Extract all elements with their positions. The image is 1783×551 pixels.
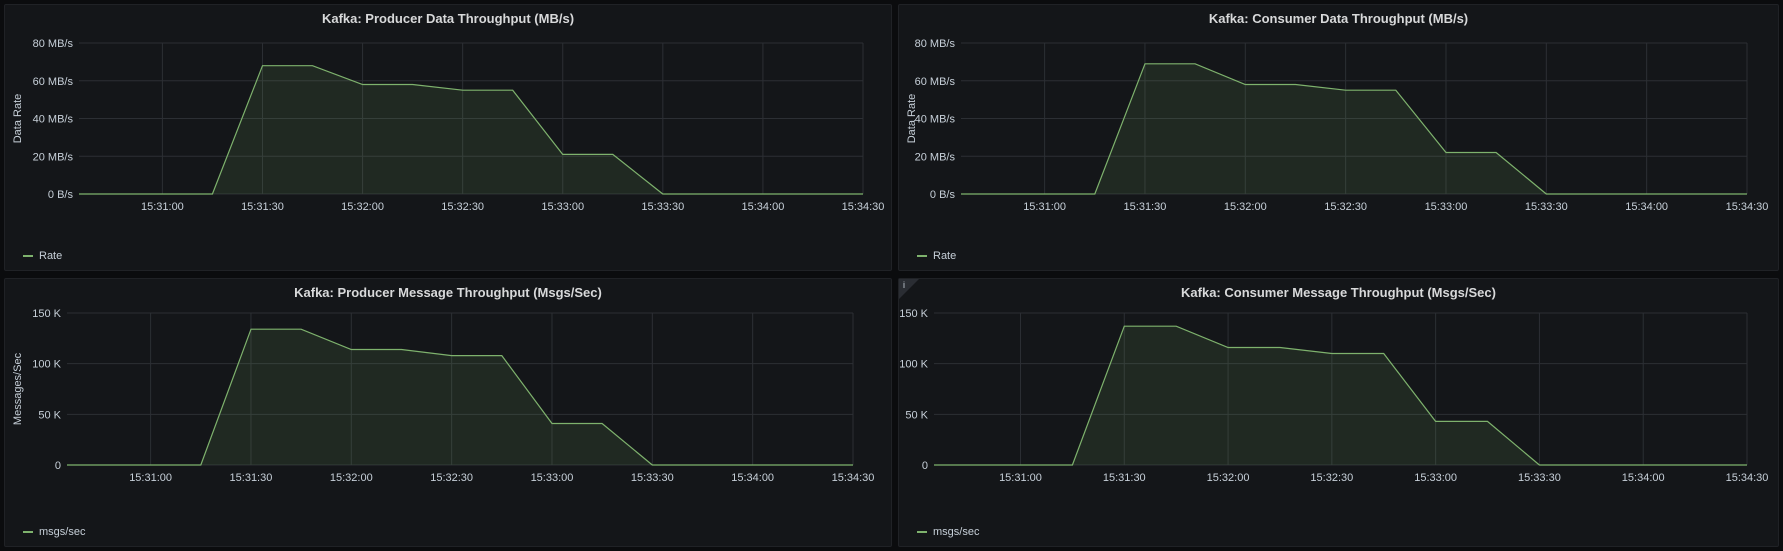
panel-title[interactable]: Kafka: Consumer Message Throughput (Msgs… <box>1181 285 1496 300</box>
y-tick-label: 0 B/s <box>930 189 956 201</box>
legend[interactable]: Rate <box>917 250 956 262</box>
x-tick-label: 15:33:00 <box>541 201 584 213</box>
y-tick-label: 20 MB/s <box>915 151 956 163</box>
panel-title[interactable]: Kafka: Producer Data Throughput (MB/s) <box>321 11 575 26</box>
x-tick-label: 15:32:30 <box>1310 472 1353 484</box>
y-tick-label: 0 <box>922 460 928 472</box>
legend[interactable]: Rate <box>23 250 62 262</box>
panel-title[interactable]: Kafka: Consumer Data Throughput (MB/s) <box>1208 11 1469 26</box>
producer-message-throughput-panel: Kafka: Producer Message Throughput (Msgs… <box>4 278 892 547</box>
legend-label: msgs/sec <box>39 526 86 538</box>
x-tick-label: 15:31:00 <box>1023 201 1066 213</box>
y-tick-label: 40 MB/s <box>915 114 956 126</box>
x-tick-label: 15:33:30 <box>641 201 684 213</box>
producer-data-throughput-panel: Kafka: Producer Data Throughput (MB/s) 0… <box>4 4 892 271</box>
y-tick-label: 100 K <box>32 359 61 371</box>
chart: 0 B/s 20 MB/s 40 MB/s 60 MB/s 80 MB/s 15:31:0… <box>12 38 885 213</box>
series-line <box>79 65 863 195</box>
consumer-data-throughput-panel: Kafka: Consumer Data Throughput (MB/s) 0… <box>898 4 1779 271</box>
legend-label: msgs/sec <box>933 526 980 538</box>
x-tick-label: 15:31:00 <box>141 201 184 213</box>
y-axis-label: Data Rate <box>12 94 24 144</box>
panel-title[interactable]: Kafka: Producer Message Throughput (Msgs… <box>294 285 602 300</box>
x-tick-label: 15:31:30 <box>230 472 273 484</box>
chart: 0 50 K 100 K 150 K 15:31:00 15:31:30 15:32:00 1… <box>899 308 1769 484</box>
y-tick-label: 80 MB/s <box>33 38 74 50</box>
x-tick-label: 15:34:30 <box>832 472 875 484</box>
legend-swatch <box>917 255 927 257</box>
x-tick-label: 15:33:30 <box>1518 472 1561 484</box>
series-line <box>961 63 1747 195</box>
y-axis-label: Data Rate <box>906 94 918 144</box>
series-area <box>67 329 853 465</box>
y-tick-label: 40 MB/s <box>33 114 74 126</box>
x-tick-label: 15:32:00 <box>341 201 384 213</box>
x-tick-label: 15:33:30 <box>631 472 674 484</box>
info-corner[interactable] <box>899 279 919 299</box>
y-tick-label: 0 <box>55 460 61 472</box>
consumer-message-throughput-panel: i Kafka: Consumer Message Throughput (Ms… <box>898 278 1779 547</box>
x-tick-label: 15:33:00 <box>531 472 574 484</box>
series-area <box>934 326 1747 465</box>
x-tick-label: 15:32:30 <box>441 201 484 213</box>
series-area <box>961 63 1747 194</box>
y-tick-label: 150 K <box>899 308 928 320</box>
y-tick-label: 60 MB/s <box>915 76 956 88</box>
grid <box>79 42 864 195</box>
series-line <box>67 328 853 466</box>
legend-label: Rate <box>39 250 63 262</box>
y-tick-label: 150 K <box>32 308 61 320</box>
series-area <box>79 65 863 194</box>
y-tick-label: 60 MB/s <box>33 76 74 88</box>
x-tick-label: 15:31:00 <box>129 472 172 484</box>
y-tick-label: 20 MB/s <box>33 151 74 163</box>
x-tick-label: 15:33:00 <box>1425 201 1468 213</box>
legend-label: Rate <box>933 250 957 262</box>
x-tick-label: 15:34:00 <box>742 201 785 213</box>
x-tick-label: 15:32:30 <box>1324 201 1367 213</box>
x-tick-label: 15:34:00 <box>731 472 774 484</box>
x-tick-label: 15:34:30 <box>1726 201 1769 213</box>
x-tick-label: 15:32:00 <box>330 472 373 484</box>
series-line <box>934 325 1747 466</box>
x-tick-label: 15:31:30 <box>241 201 284 213</box>
legend[interactable]: msgs/sec <box>23 526 85 538</box>
legend[interactable]: msgs/sec <box>917 526 979 538</box>
x-tick-label: 15:31:30 <box>1103 472 1146 484</box>
y-tick-label: 50 K <box>905 409 928 421</box>
y-tick-label: 50 K <box>38 409 61 421</box>
x-tick-label: 15:32:00 <box>1207 472 1250 484</box>
x-tick-label: 15:34:00 <box>1625 201 1668 213</box>
y-axis-label: Messages/Sec <box>12 352 24 425</box>
y-tick-label: 0 B/s <box>48 189 74 201</box>
x-tick-label: 15:34:00 <box>1622 472 1665 484</box>
x-tick-label: 15:31:30 <box>1124 201 1167 213</box>
chart: 0 50 K 100 K 150 K 15:31:00 15:31:30 15:32:00 1… <box>12 308 875 484</box>
x-tick-label: 15:32:30 <box>430 472 473 484</box>
x-tick-label: 15:34:30 <box>1726 472 1769 484</box>
x-tick-label: 15:33:00 <box>1414 472 1457 484</box>
legend-swatch <box>23 531 33 533</box>
x-tick-label: 15:33:30 <box>1525 201 1568 213</box>
chart: 0 B/s 20 MB/s 40 MB/s 60 MB/s 80 MB/s 15:31:0… <box>906 38 1769 213</box>
x-tick-label: 15:32:00 <box>1224 201 1267 213</box>
legend-swatch <box>917 531 927 533</box>
y-tick-label: 100 K <box>899 359 928 371</box>
x-tick-label: 15:34:30 <box>842 201 885 213</box>
info-icon[interactable]: i <box>903 280 905 290</box>
y-tick-label: 80 MB/s <box>915 38 956 50</box>
x-tick-label: 15:31:00 <box>999 472 1042 484</box>
legend-swatch <box>23 255 33 257</box>
